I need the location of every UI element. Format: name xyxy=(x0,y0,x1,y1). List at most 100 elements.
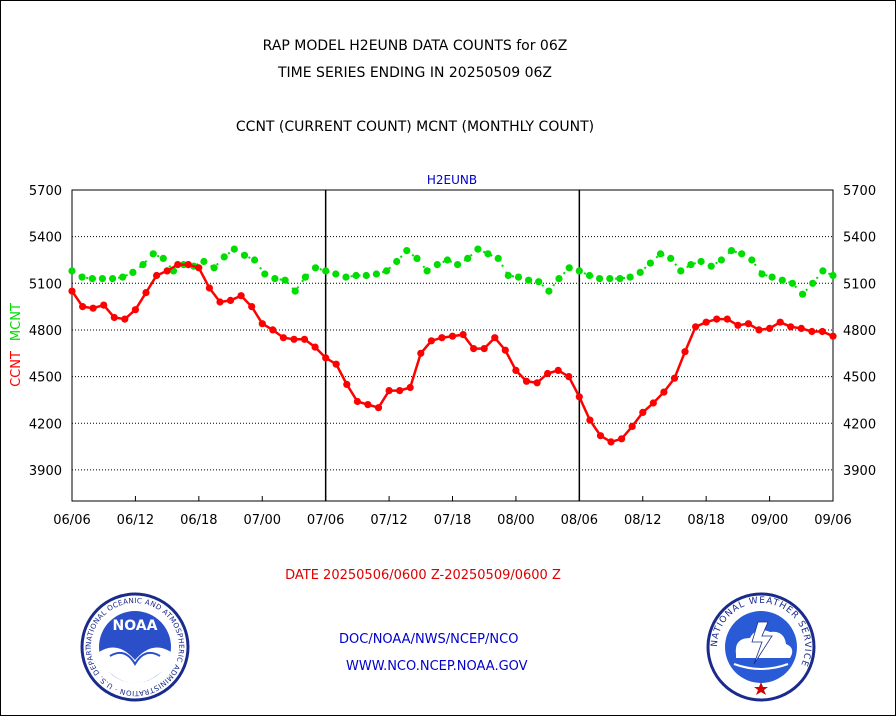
ccnt-point xyxy=(702,318,710,326)
mcnt-point xyxy=(332,270,340,278)
mcnt-point xyxy=(200,257,208,266)
x-tick-label: 08/00 xyxy=(497,513,534,528)
ccnt-point xyxy=(512,366,520,374)
mcnt-point xyxy=(555,275,563,283)
ccnt-point xyxy=(353,397,361,406)
ccnt-point xyxy=(396,387,404,395)
ccnt-point xyxy=(628,422,636,430)
ccnt-point xyxy=(818,327,827,336)
ccnt-point xyxy=(575,393,583,401)
ccnt-point xyxy=(205,284,213,292)
y-tick-label-right: 5100 xyxy=(843,277,876,292)
mcnt-point xyxy=(433,261,441,269)
mcnt-point xyxy=(352,271,360,280)
ccnt-point xyxy=(332,360,340,368)
ccnt-point xyxy=(142,289,150,297)
x-tick-label: 07/00 xyxy=(244,513,281,528)
footer-org: DOC/NOAA/NWS/NCEP/NCO xyxy=(339,632,519,647)
mcnt-point xyxy=(626,273,634,281)
mcnt-point xyxy=(535,278,543,286)
mcnt-point xyxy=(230,245,238,253)
ccnt-point xyxy=(364,401,372,409)
mcnt-point xyxy=(514,273,523,281)
ccnt-point xyxy=(184,261,192,269)
ccnt-point xyxy=(649,399,657,407)
ccnt-point xyxy=(501,346,509,354)
ccnt-point xyxy=(766,324,774,332)
ccnt-point xyxy=(79,303,87,311)
mcnt-point xyxy=(261,270,269,278)
y-tick-label-left: 4200 xyxy=(29,417,62,432)
mcnt-point xyxy=(799,290,807,298)
mcnt-point xyxy=(656,250,665,258)
mcnt-point xyxy=(372,270,380,278)
y-tick-label-right: 4200 xyxy=(843,417,876,432)
mcnt-point xyxy=(768,273,776,281)
ccnt-point xyxy=(300,335,309,343)
ccnt-point xyxy=(829,332,837,340)
ccnt-point xyxy=(100,301,108,309)
mcnt-point xyxy=(423,267,431,275)
y-tick-label-left: 5700 xyxy=(29,184,62,199)
ccnt-point xyxy=(448,332,457,340)
ccnt-point xyxy=(406,383,414,392)
mcnt-point xyxy=(494,254,502,262)
mcnt-point xyxy=(301,273,309,281)
mcnt-point xyxy=(443,256,451,264)
ccnt-point xyxy=(195,264,203,272)
ccnt-point xyxy=(343,380,351,388)
ccnt-point xyxy=(491,334,499,342)
mcnt-point xyxy=(758,270,766,278)
mcnt-point xyxy=(68,267,76,275)
ccnt-point xyxy=(533,379,541,387)
x-tick-label: 08/18 xyxy=(687,513,724,528)
ccnt-point xyxy=(607,438,615,446)
mcnt-point xyxy=(738,250,746,258)
x-tick-label: 06/18 xyxy=(180,513,217,528)
y-tick-label-left: 4500 xyxy=(29,371,62,386)
mcnt-point xyxy=(687,261,695,269)
y-tick-label-right: 4500 xyxy=(843,371,876,386)
ccnt-point xyxy=(681,348,689,356)
y-label-mcnt: MCNT xyxy=(9,303,24,341)
nws-logo: NATIONAL WEATHER SERVICE xyxy=(706,592,816,702)
chart-title: H2EUNB xyxy=(427,173,477,187)
y-tick-label-left: 5100 xyxy=(29,277,62,292)
ccnt-point xyxy=(618,435,626,443)
title-line-1: RAP MODEL H2EUNB DATA COUNTS for 06Z xyxy=(262,38,568,54)
x-tick-label: 09/06 xyxy=(814,513,851,528)
ccnt-point xyxy=(216,298,224,306)
y-tick-label-left: 4800 xyxy=(29,324,62,339)
mcnt-point xyxy=(454,261,462,269)
ccnt-point xyxy=(322,354,330,362)
plot-area xyxy=(71,189,834,502)
mcnt-point xyxy=(393,257,401,266)
ccnt-point xyxy=(787,323,795,331)
ccnt-point xyxy=(290,335,298,343)
ccnt-point xyxy=(438,334,446,342)
ccnt-point xyxy=(480,345,488,353)
mcnt-point xyxy=(778,276,786,284)
x-tick-label: 09/00 xyxy=(751,513,788,528)
ccnt-point xyxy=(713,315,721,323)
y-tick-label-right: 5400 xyxy=(843,231,876,246)
ccnt-point xyxy=(544,369,552,378)
ccnt-point xyxy=(639,408,647,416)
mcnt-point xyxy=(382,267,391,275)
mcnt-point xyxy=(88,275,96,283)
ccnt-point xyxy=(744,320,753,328)
mcnt-point xyxy=(129,268,137,276)
x-tick-label: 06/06 xyxy=(53,513,90,528)
ccnt-point xyxy=(163,267,171,275)
ccnt-point xyxy=(311,343,319,351)
ccnt-point xyxy=(808,327,816,336)
title-line-3: CCNT (CURRENT COUNT) MCNT (MONTHLY COUNT… xyxy=(235,119,595,135)
mcnt-point xyxy=(98,275,106,283)
noaa-logo: NATIONAL OCEANIC AND ATMOSPHERIC ADMINIS… xyxy=(80,592,190,702)
ccnt-point xyxy=(131,306,139,314)
mcnt-point xyxy=(311,264,320,272)
footer-url[interactable]: WWW.NCO.NCEP.NOAA.GOV xyxy=(346,659,528,674)
title-line-2: TIME SERIES ENDING IN 20250509 06Z xyxy=(278,65,552,81)
mcnt-point xyxy=(707,262,715,270)
